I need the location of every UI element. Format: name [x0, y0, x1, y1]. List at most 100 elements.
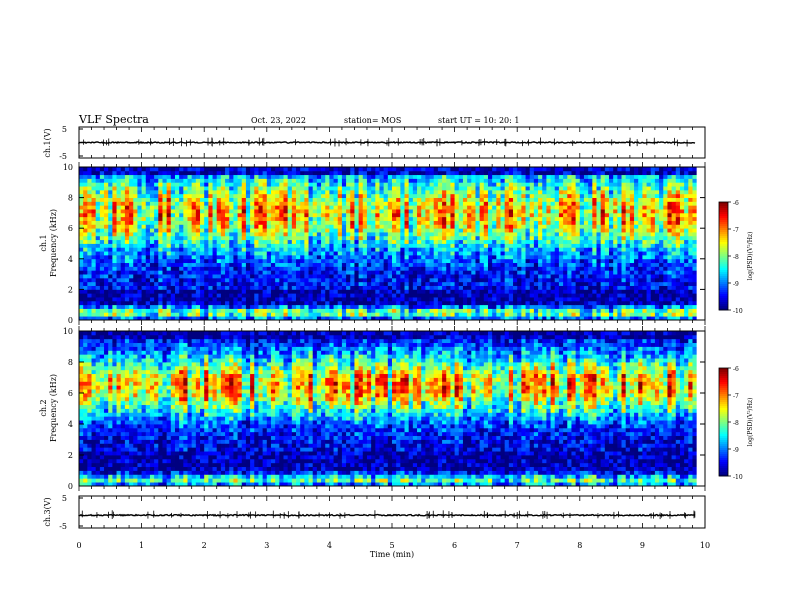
- spectrogram-cell: [366, 193, 372, 198]
- spectrogram-cell: [350, 293, 355, 298]
- spectrogram-cell: [425, 304, 430, 309]
- spectrogram-cell: [554, 197, 560, 202]
- spectrogram-cell: [333, 235, 339, 241]
- spectrogram-cell: [145, 178, 151, 183]
- spectrogram-cell: [533, 167, 539, 172]
- spectrogram-cell: [521, 277, 526, 283]
- spectrogram-cell: [425, 205, 430, 210]
- spectrogram-cell: [533, 197, 539, 202]
- spectrogram-cell: [567, 293, 572, 298]
- spectrogram-cell: [108, 247, 113, 252]
- spectrogram-cell: [546, 209, 551, 214]
- spectrogram-cell: [529, 289, 535, 294]
- spectrogram-cell: [358, 186, 364, 191]
- spectrogram-cell: [421, 254, 426, 260]
- spectrogram-cell: [195, 209, 201, 214]
- spectrogram-cell: [225, 216, 230, 221]
- spectrogram-cell: [95, 205, 101, 210]
- spectrogram-cell: [487, 189, 493, 195]
- spectrogram-cell: [442, 239, 447, 244]
- spectrogram-cell: [400, 216, 405, 221]
- spectrogram-cell: [254, 285, 259, 290]
- spectrogram-cell: [241, 189, 247, 195]
- spectrogram-cell: [225, 212, 230, 218]
- spectrogram-cell: [112, 289, 117, 294]
- spectrogram-cell: [145, 197, 151, 202]
- spectrogram-cell: [204, 312, 209, 317]
- spectrogram-cell: [200, 212, 205, 218]
- spectrogram-cell: [467, 277, 472, 283]
- spectrogram-cell: [266, 235, 272, 241]
- spectrogram-cell: [571, 297, 577, 302]
- spectrogram-cell: [124, 235, 130, 241]
- spectrogram-cell: [137, 186, 142, 191]
- spectrogram-cell: [446, 277, 451, 283]
- spectrogram-cell: [321, 289, 326, 294]
- spectrogram-cell: [400, 262, 405, 267]
- spectrogram-cell: [216, 281, 222, 286]
- spectrogram-cell: [508, 239, 514, 244]
- spectrogram-cell: [321, 193, 326, 198]
- spectrogram-cell: [483, 205, 489, 210]
- spectrogram-cell: [104, 178, 109, 183]
- spectrogram-cell: [141, 174, 147, 179]
- spectrogram-cell: [229, 182, 234, 187]
- spectrogram-cell: [162, 216, 168, 221]
- spectrogram-cell: [262, 277, 268, 283]
- spectrogram-cell: [316, 266, 322, 271]
- spectrogram-cell: [170, 281, 176, 286]
- spectrogram-cell: [433, 251, 439, 256]
- spectrogram-cell: [300, 300, 305, 306]
- spectrogram-cell: [104, 243, 109, 248]
- spectrogram-cell: [108, 266, 113, 271]
- spectrogram-cell: [446, 220, 451, 225]
- spectrogram-cell: [279, 285, 284, 290]
- spectrogram-cell: [321, 170, 326, 176]
- spectrogram-cell: [366, 209, 372, 214]
- voltage-trace-line: [78, 140, 696, 145]
- spectrogram-cell: [521, 220, 526, 225]
- spectrogram-cell: [204, 258, 209, 264]
- spectrogram-cell: [392, 243, 397, 248]
- spectrogram-cell: [162, 247, 168, 252]
- spectrogram-cell: [241, 304, 247, 309]
- spectrogram-cell: [442, 251, 447, 256]
- spectrogram-cell: [563, 266, 568, 271]
- spectrogram-cell: [571, 189, 577, 195]
- spectrogram-cell: [212, 174, 218, 179]
- spectrogram-cell: [200, 216, 205, 221]
- spectrogram-cell: [250, 174, 255, 179]
- spectrogram-cell: [200, 193, 205, 198]
- spectrogram-cell: [195, 258, 201, 264]
- spectrogram-cell: [529, 186, 535, 191]
- spectrogram-cell: [250, 224, 255, 229]
- spectrogram-cell: [162, 297, 168, 302]
- spectrogram-cell: [149, 266, 155, 271]
- spectrogram-cell: [225, 220, 230, 225]
- spectrogram-cell: [112, 167, 117, 172]
- spectrogram-cell: [91, 300, 97, 306]
- spectrogram-cell: [333, 300, 339, 306]
- spectrogram-cell: [346, 251, 351, 256]
- spectrogram-cell: [346, 189, 351, 195]
- spectrogram-cell: [542, 251, 547, 256]
- spectrogram-cell: [554, 289, 560, 294]
- spectrogram-cell: [513, 316, 518, 321]
- spectrogram-cell: [104, 277, 109, 283]
- spectrogram-cell: [350, 258, 355, 264]
- spectrogram-cell: [83, 262, 88, 267]
- spectrogram-cell: [354, 316, 360, 321]
- spectrogram-cell: [379, 239, 385, 244]
- spectrogram-cell: [467, 228, 472, 233]
- spectrogram-cell: [91, 228, 97, 233]
- spectrogram-cell: [179, 170, 184, 176]
- spectrogram-cell: [558, 293, 564, 298]
- spectrogram-cell: [279, 224, 284, 229]
- spectrogram-cell: [162, 316, 168, 321]
- spectrogram-cell: [433, 262, 439, 267]
- spectrogram-cell: [483, 220, 489, 225]
- spectrogram-cell: [379, 247, 385, 252]
- spectrogram-cell: [383, 205, 389, 210]
- spectrogram-cell: [475, 304, 481, 309]
- spectrogram-cell: [296, 239, 301, 244]
